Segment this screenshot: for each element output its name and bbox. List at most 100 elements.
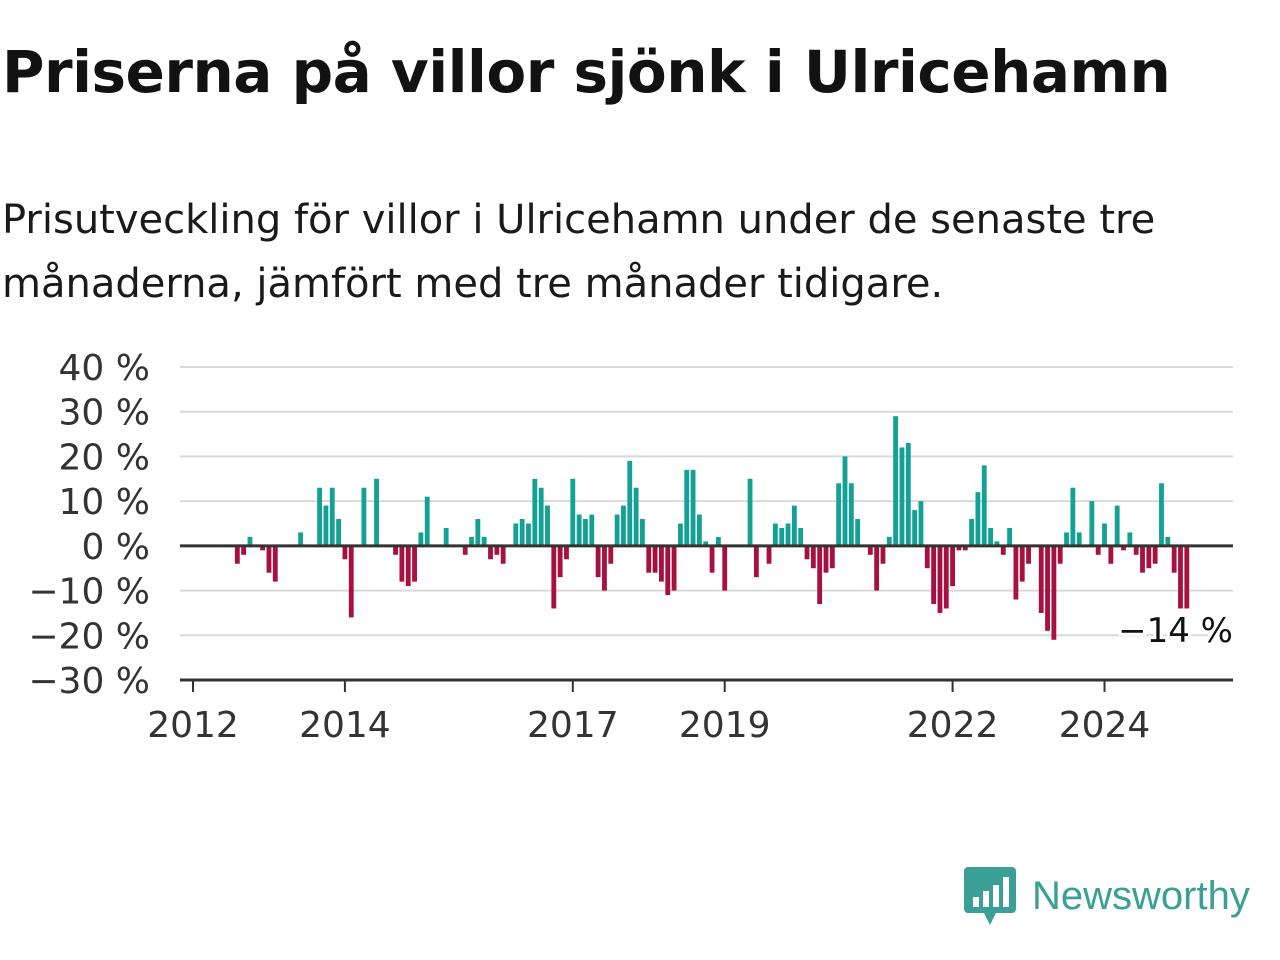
bar — [988, 527, 993, 546]
bar — [671, 545, 677, 591]
bar — [583, 519, 588, 546]
bar — [722, 545, 728, 591]
bar — [678, 523, 683, 546]
bar — [551, 545, 557, 609]
bar — [247, 536, 253, 546]
chart-subtitle: Prisutveckling för villor i Ulricehamn u… — [2, 197, 1156, 307]
last-value-label: −14 % — [1118, 611, 1233, 651]
x-tick-label: 2012 — [147, 705, 239, 746]
bar — [709, 545, 715, 573]
bar — [804, 545, 810, 560]
bar — [836, 483, 842, 546]
bar — [912, 510, 918, 546]
bar — [1057, 545, 1063, 564]
bar — [1000, 545, 1006, 555]
bar — [943, 545, 949, 609]
x-tick-label: 2019 — [679, 705, 771, 746]
bar — [829, 545, 835, 569]
y-tick-label: 30 % — [59, 393, 150, 434]
bar — [1051, 545, 1057, 640]
bar — [1089, 501, 1095, 546]
bar — [703, 541, 709, 546]
bar — [608, 545, 614, 564]
bar — [538, 487, 544, 546]
bar — [924, 545, 930, 569]
y-tick-label: −30 % — [28, 661, 150, 702]
bar — [1019, 545, 1025, 582]
bar — [779, 527, 785, 546]
bar — [874, 545, 880, 591]
bar — [513, 523, 519, 546]
bar — [981, 465, 987, 546]
bar — [342, 545, 348, 560]
bar — [469, 536, 474, 546]
bar — [640, 519, 645, 546]
x-tick-label: 2017 — [527, 705, 619, 746]
bar — [772, 523, 778, 546]
bar — [557, 545, 563, 578]
bar — [393, 545, 398, 555]
y-tick-label: −10 % — [28, 572, 150, 613]
bar — [931, 545, 937, 604]
bar — [969, 519, 975, 546]
y-tick-label: 10 % — [59, 482, 150, 523]
bar — [336, 519, 342, 546]
bar — [1178, 545, 1183, 609]
bar — [950, 545, 956, 587]
bar — [462, 545, 468, 555]
bar — [1127, 532, 1133, 546]
bar — [443, 527, 449, 546]
bar — [1095, 545, 1101, 555]
bar — [272, 545, 278, 582]
bar — [880, 545, 886, 564]
bar — [690, 469, 696, 546]
bar — [1038, 545, 1044, 613]
bar — [418, 532, 424, 546]
bar — [481, 536, 487, 546]
bar — [994, 541, 1000, 546]
bar — [646, 545, 652, 573]
bar — [526, 523, 531, 546]
bar — [595, 545, 601, 578]
bar — [899, 447, 905, 546]
bar — [696, 514, 702, 546]
bar — [1064, 532, 1069, 546]
brand-name: Newsworthy — [1032, 873, 1250, 918]
bar — [519, 519, 525, 546]
bar — [570, 478, 576, 546]
x-tick-label: 2014 — [299, 705, 391, 746]
bar — [1146, 545, 1152, 569]
bar — [1013, 545, 1019, 600]
bar — [975, 492, 981, 546]
chart-title: Priserna på villor sjönk i Ulricehamn — [2, 38, 1171, 106]
bar — [1133, 545, 1139, 555]
bar — [753, 545, 759, 578]
bar — [886, 536, 892, 546]
bar — [798, 527, 804, 546]
bar — [298, 532, 304, 546]
bar — [412, 545, 417, 582]
bar — [848, 483, 854, 546]
bar — [785, 523, 791, 546]
bar — [317, 487, 323, 546]
bar — [1152, 545, 1158, 564]
bar — [1184, 545, 1190, 609]
brand-logo: Newsworthy — [964, 864, 1250, 928]
bar — [1159, 483, 1164, 546]
y-tick-label: 0 % — [81, 527, 150, 568]
bar — [905, 443, 911, 546]
bar — [627, 460, 633, 546]
bar — [1007, 527, 1012, 546]
bar — [1140, 545, 1145, 573]
bar — [329, 487, 335, 546]
bar — [1121, 545, 1126, 551]
bar — [488, 545, 493, 560]
bar — [684, 469, 690, 546]
bar — [1102, 523, 1107, 546]
bar — [791, 505, 797, 546]
bar — [1045, 545, 1050, 631]
bar — [633, 487, 639, 546]
x-tick-label: 2024 — [1059, 705, 1151, 746]
x-tick-label: 2022 — [907, 705, 999, 746]
bar — [1070, 487, 1076, 546]
